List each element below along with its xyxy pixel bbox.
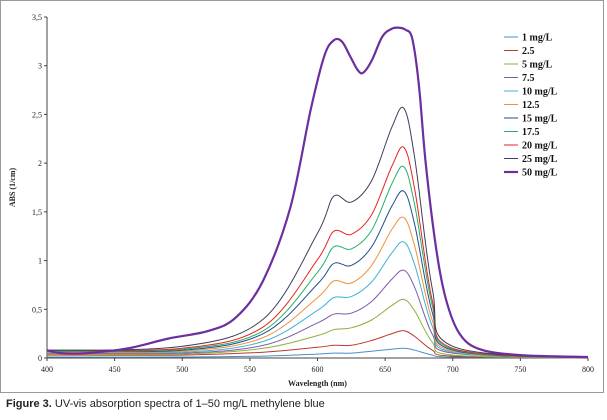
y-tick-label: 0	[38, 354, 42, 363]
figure-frame: 0 0,5 1 1,5 2 2,5 3 3,5 400 450 500 550 600 650 700 750…	[0, 0, 604, 393]
legend-label: 7.5	[522, 73, 535, 84]
y-tick-label: 2,5	[32, 110, 42, 119]
series-line	[46, 165, 589, 359]
series-line	[46, 190, 589, 359]
legend-label: 17.5	[522, 127, 540, 138]
series-line	[46, 216, 589, 359]
y-tick-label: 0,5	[32, 305, 42, 314]
x-tick-label: 600	[312, 365, 324, 374]
y-tick-label: 3,5	[32, 13, 42, 22]
axes: 0 0,5 1 1,5 2 2,5 3 3,5 400 450 500 550 600 650 700 750…	[32, 13, 594, 374]
x-tick-label: 800	[582, 365, 594, 374]
series-line	[46, 146, 589, 359]
x-tick-label: 400	[41, 365, 53, 374]
legend-label: 12.5	[522, 100, 540, 111]
y-tick-label: 2	[38, 159, 42, 168]
caption-label: Figure 3.	[6, 398, 52, 410]
legend-label: 15 mg/L	[522, 114, 558, 125]
legend-label: 2.5	[522, 46, 535, 57]
y-tick-label: 3	[38, 62, 42, 71]
y-axis-title: ABS (1/cm)	[8, 168, 17, 208]
caption-text: UV-vis absorption spectra of 1–50 mg/L m…	[54, 398, 325, 410]
legend-label: 50 mg/L	[522, 168, 558, 179]
x-tick-label: 500	[176, 365, 188, 374]
y-tick-label: 1,5	[32, 208, 42, 217]
legend-label: 1 mg/L	[522, 33, 553, 44]
x-axis-title: Wavelength (nm)	[288, 379, 347, 388]
x-tick-label: 550	[244, 365, 256, 374]
figure-caption: Figure 3. UV-vis absorption spectra of 1…	[6, 398, 325, 410]
legend: 1 mg/L 2.5 5 mg/L 7.5 10 mg/L 12.5 15 mg/L 17.5…	[504, 33, 558, 179]
x-tick-label: 650	[379, 365, 391, 374]
series-line	[46, 106, 589, 359]
series-line	[46, 347, 589, 359]
legend-label: 20 mg/L	[522, 141, 558, 152]
series-line	[46, 330, 589, 359]
legend-label: 25 mg/L	[522, 154, 558, 165]
x-tick-label: 450	[109, 365, 121, 374]
legend-label: 5 mg/L	[522, 60, 553, 71]
x-tick-label: 700	[447, 365, 459, 374]
legend-label: 10 mg/L	[522, 87, 558, 98]
series-layer	[46, 26, 589, 359]
series-line	[46, 269, 589, 359]
y-tick-label: 1	[38, 257, 42, 266]
x-tick-label: 750	[514, 365, 526, 374]
chart: 0 0,5 1 1,5 2 2,5 3 3,5 400 450 500 550 600 650 700 750…	[8, 13, 594, 388]
series-line	[46, 298, 589, 359]
series-line	[46, 26, 589, 359]
